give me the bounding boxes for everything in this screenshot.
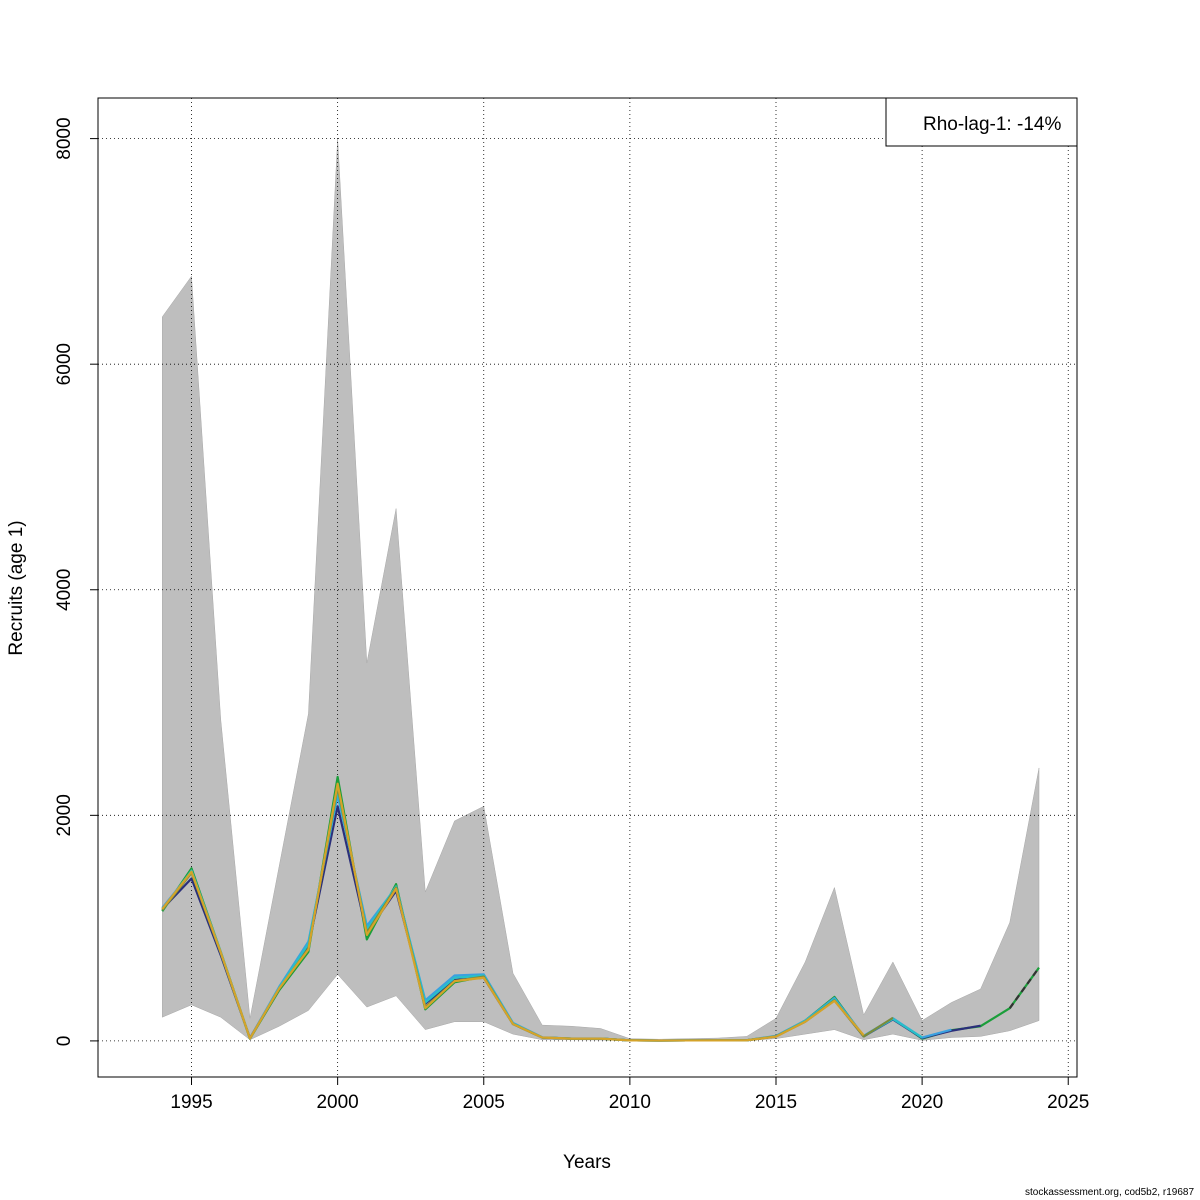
legend-box bbox=[885, 97, 1078, 147]
y-axis: 0 2000 4000 6000 8000 bbox=[54, 117, 98, 1046]
credit-text: stockassessment.org, cod5b2, r19687 bbox=[1025, 1187, 1194, 1198]
y-tick-label: 6000 bbox=[54, 343, 75, 385]
x-tick-label: 2020 bbox=[901, 1092, 943, 1113]
y-tick-label: 0 bbox=[54, 1036, 75, 1047]
series-line-peel-5 bbox=[161, 782, 865, 1042]
series-lines-layer bbox=[161, 775, 1040, 1042]
grid-overlay bbox=[98, 98, 1077, 1077]
projection-line bbox=[1008, 966, 1040, 1009]
x-axis-title: Years bbox=[563, 1152, 611, 1173]
x-tick-label: 1995 bbox=[170, 1092, 212, 1113]
x-tick-label: 2000 bbox=[316, 1092, 358, 1113]
legend-text: Rho-lag-1: -14% bbox=[923, 114, 1061, 135]
x-tick-label: 2010 bbox=[609, 1092, 651, 1113]
confidence-band-layer bbox=[162, 138, 1040, 1042]
x-tick-label: 2005 bbox=[463, 1092, 505, 1113]
legend: Rho-lag-1: -14% bbox=[885, 97, 1078, 147]
y-tick-label: 8000 bbox=[54, 117, 75, 159]
y-tick-label: 2000 bbox=[54, 794, 75, 836]
confidence-band bbox=[162, 138, 1040, 1042]
x-tick-label: 2025 bbox=[1047, 1092, 1089, 1113]
y-tick-label: 4000 bbox=[54, 569, 75, 611]
x-axis: 1995 2000 2005 2010 2015 2020 2025 bbox=[170, 1077, 1089, 1113]
x-tick-label: 2015 bbox=[755, 1092, 797, 1113]
y-axis-title: Recruits (age 1) bbox=[6, 520, 27, 655]
plot-frame bbox=[97, 97, 1078, 1078]
